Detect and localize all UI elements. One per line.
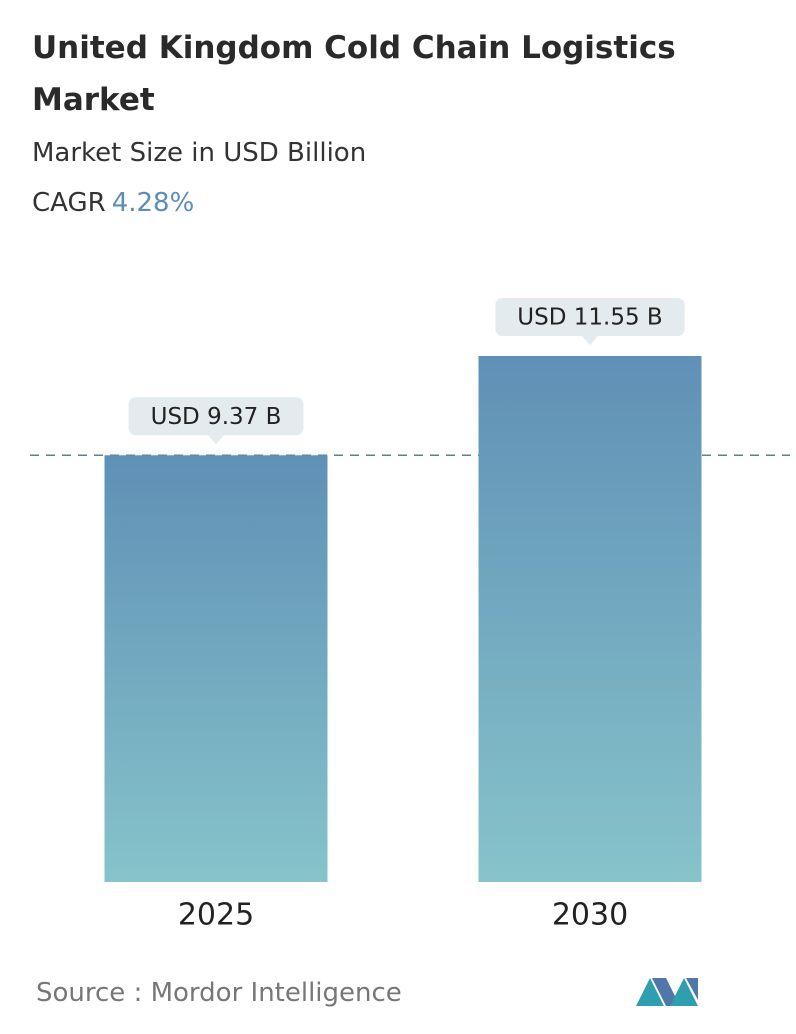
bar (478, 356, 702, 882)
source: Source : Mordor Intelligence (36, 978, 402, 1008)
cagr-value: 4.28% (111, 188, 195, 218)
value-label-box (495, 298, 685, 336)
x-tick-label: 2030 (552, 898, 628, 933)
logo (636, 978, 698, 1006)
chart-subtitle: Market Size in USD Billion (32, 138, 367, 168)
value-label-box (128, 397, 304, 436)
cagr-label: CAGR (32, 188, 106, 218)
chart-title: United Kingdom Cold Chain Logistics Mark… (32, 30, 676, 118)
cagr: CAGR 4.28% (32, 188, 194, 218)
x-tick-label: 2025 (178, 898, 254, 933)
bar (104, 455, 328, 882)
value-label-pointer (208, 435, 224, 445)
value-label-pointer (582, 336, 598, 345)
value-label: USD 11.55 B (517, 305, 662, 331)
value-label: USD 9.37 B (151, 404, 282, 430)
